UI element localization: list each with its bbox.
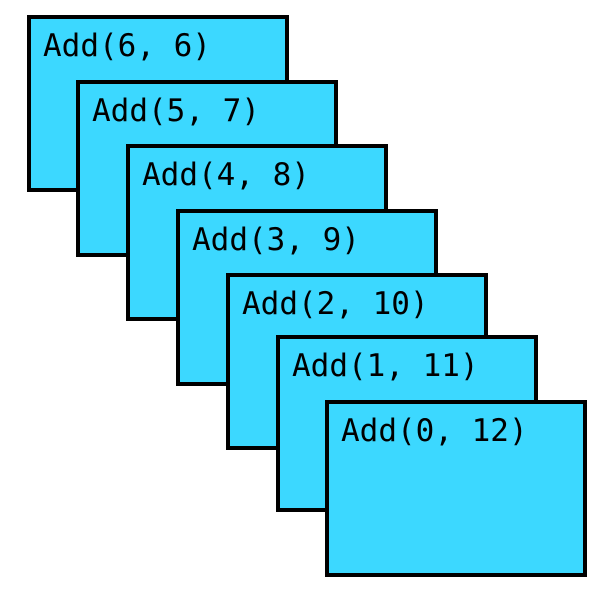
call-label: Add(1, 11) <box>292 348 479 384</box>
call-label: Add(0, 12) <box>341 413 528 449</box>
call-label: Add(4, 8) <box>142 157 310 193</box>
call-label: Add(5, 7) <box>92 93 260 129</box>
call-label: Add(2, 10) <box>242 286 429 322</box>
call-card-add-0-12: Add(0, 12) <box>325 400 587 577</box>
call-label: Add(3, 9) <box>192 222 360 258</box>
call-label: Add(6, 6) <box>43 28 211 64</box>
